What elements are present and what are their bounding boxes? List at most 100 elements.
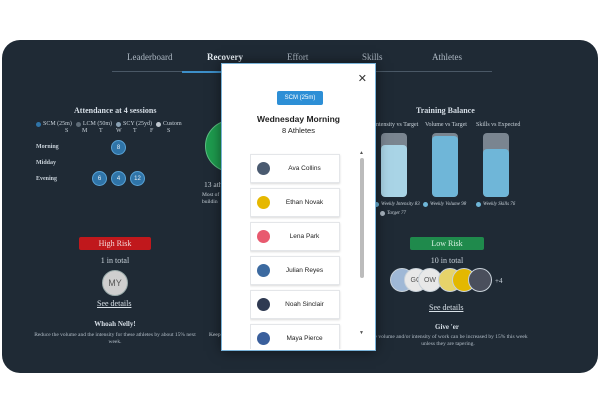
scm-dot-icon — [36, 121, 41, 127]
list-item[interactable]: Maya Pierce — [250, 324, 340, 349]
tab-athletes[interactable]: Athletes — [432, 52, 462, 62]
attendance-legend: SCM (25m) LCM (50m) SCY (25yd) Custom — [36, 121, 182, 127]
list-item[interactable]: Lena Park — [250, 222, 340, 251]
list-item[interactable]: Ethan Novak — [250, 188, 340, 217]
intensity-bar — [381, 133, 407, 197]
day-label: W — [116, 128, 122, 134]
legend-label: SCM (25m) — [43, 121, 72, 127]
legend-label: SCY (25yd) — [123, 121, 152, 127]
intensity-vs-target-label: Intensity vs Target — [374, 122, 419, 128]
low-risk-badge: Low Risk — [410, 237, 484, 250]
skills-bar-fill — [483, 149, 509, 197]
volume-bar — [432, 133, 458, 197]
middle-note-line: buildin — [202, 199, 218, 205]
legend-item-lcm: LCM (50m) — [75, 121, 113, 127]
middle-note-line: Most of — [202, 192, 220, 198]
row-label-evening: Evening — [36, 176, 58, 182]
list-item[interactable]: Julian Reyes — [250, 256, 340, 285]
volume-vs-target-label: Volume vs Target — [425, 122, 467, 128]
session-bubble[interactable]: 6 — [92, 171, 107, 186]
avatar[interactable]: MY — [102, 270, 128, 296]
athlete-list: Ava Collins Ethan Novak Lena Park Julian… — [250, 152, 342, 349]
tab-effort[interactable]: Effort — [287, 52, 309, 62]
lcm-dot-icon — [75, 121, 81, 127]
low-risk-see-details-link[interactable]: See details — [429, 303, 464, 312]
avatar[interactable] — [468, 268, 492, 292]
legend-target: Target 77 — [380, 211, 406, 216]
modal-title: Wednesday Morning — [257, 114, 340, 124]
avatar — [257, 162, 270, 175]
legend-skills: Weekly Skills 76 — [476, 202, 515, 207]
athlete-name: Noah Sinclair — [285, 301, 324, 308]
legend-intensity: Weekly Intensity 83 — [374, 202, 420, 207]
high-risk-advice-title: Whoah Nelly! — [94, 320, 136, 328]
legend-label: Custom — [162, 121, 182, 127]
high-risk-badge: High Risk — [79, 237, 151, 250]
intensity-dot-icon — [374, 202, 379, 207]
avatar — [257, 230, 270, 243]
legend-label: LCM (50m) — [82, 121, 113, 127]
tab-leaderboard[interactable]: Leaderboard — [127, 52, 173, 62]
row-label-midday: Midday — [36, 160, 57, 166]
list-item[interactable]: Noah Sinclair — [250, 290, 340, 319]
legend-target-text: Target 77 — [387, 211, 406, 216]
target-dot-icon — [380, 211, 385, 216]
skills-bar — [483, 133, 509, 197]
legend-item-scy: SCY (25yd) — [116, 121, 152, 127]
intensity-bar-fill — [381, 144, 407, 197]
scroll-down-icon[interactable]: ▼ — [359, 330, 364, 336]
custom-dot-icon — [155, 121, 161, 127]
avatar — [257, 196, 270, 209]
low-risk-total: 10 in total — [430, 256, 464, 265]
skills-dot-icon — [476, 202, 481, 207]
scrollbar-thumb[interactable] — [360, 158, 364, 278]
day-label: F — [150, 128, 154, 134]
avatar — [257, 298, 270, 311]
session-bubble[interactable]: 8 — [111, 140, 126, 155]
scroll-up-icon[interactable]: ▲ — [359, 150, 364, 156]
low-risk-advice-text: The volume and/or intensity of work can … — [368, 334, 528, 347]
legend-skills-text: Weekly Skills 76 — [483, 202, 516, 207]
list-item[interactable]: Ava Collins — [250, 154, 340, 183]
athlete-name: Ethan Novak — [285, 199, 324, 206]
avatar — [257, 332, 270, 345]
tab-recovery[interactable]: Recovery — [207, 52, 243, 62]
active-tab-indicator — [182, 71, 242, 73]
day-label: T — [133, 128, 137, 134]
athlete-name: Lena Park — [289, 233, 320, 240]
low-risk-advice-title: Give 'er — [435, 323, 459, 331]
athlete-name: Maya Pierce — [286, 335, 323, 342]
training-balance-title: Training Balance — [416, 106, 475, 115]
day-label: M — [82, 128, 88, 134]
more-athletes-count[interactable]: +4 — [495, 277, 503, 285]
athlete-name: Julian Reyes — [285, 267, 324, 274]
scy-dot-icon — [116, 121, 122, 127]
legend-item-scm: SCM (25m) — [36, 121, 72, 127]
session-bubble[interactable]: 12 — [130, 171, 145, 186]
high-risk-see-details-link[interactable]: See details — [97, 299, 132, 308]
pool-type-pill: SCM (25m) — [277, 91, 323, 105]
row-label-morning: Morning — [36, 144, 59, 150]
list-scrollbar[interactable]: ▲ ▼ — [359, 150, 364, 338]
close-icon[interactable]: ✕ — [357, 73, 367, 85]
modal-subtitle: 8 Athletes — [282, 126, 315, 135]
avatar — [257, 264, 270, 277]
day-label: S — [167, 128, 171, 134]
session-bubble[interactable]: 4 — [111, 171, 126, 186]
middle-count-text: 13 ath — [204, 180, 223, 189]
session-athletes-modal: ✕ SCM (25m) Wednesday Morning 8 Athletes… — [221, 63, 376, 351]
attendance-title: Attendance at 4 sessions — [74, 106, 157, 115]
volume-dot-icon — [423, 202, 428, 207]
legend-volume: Weekly Volume 98 — [423, 202, 466, 207]
high-risk-advice-text: Reduce the volume and the intensity for … — [34, 332, 196, 345]
high-risk-total: 1 in total — [100, 256, 130, 265]
athlete-name: Ava Collins — [288, 165, 321, 172]
day-label: T — [99, 128, 103, 134]
middle-bottom-text: Keep — [209, 332, 221, 338]
skills-vs-expected-label: Skills vs Expected — [476, 122, 521, 128]
day-label: S — [65, 128, 69, 134]
legend-volume-text: Weekly Volume 98 — [430, 202, 467, 207]
tab-skills[interactable]: Skills — [362, 52, 383, 62]
volume-bar-fill — [432, 136, 458, 197]
legend-intensity-text: Weekly Intensity 83 — [381, 202, 420, 207]
